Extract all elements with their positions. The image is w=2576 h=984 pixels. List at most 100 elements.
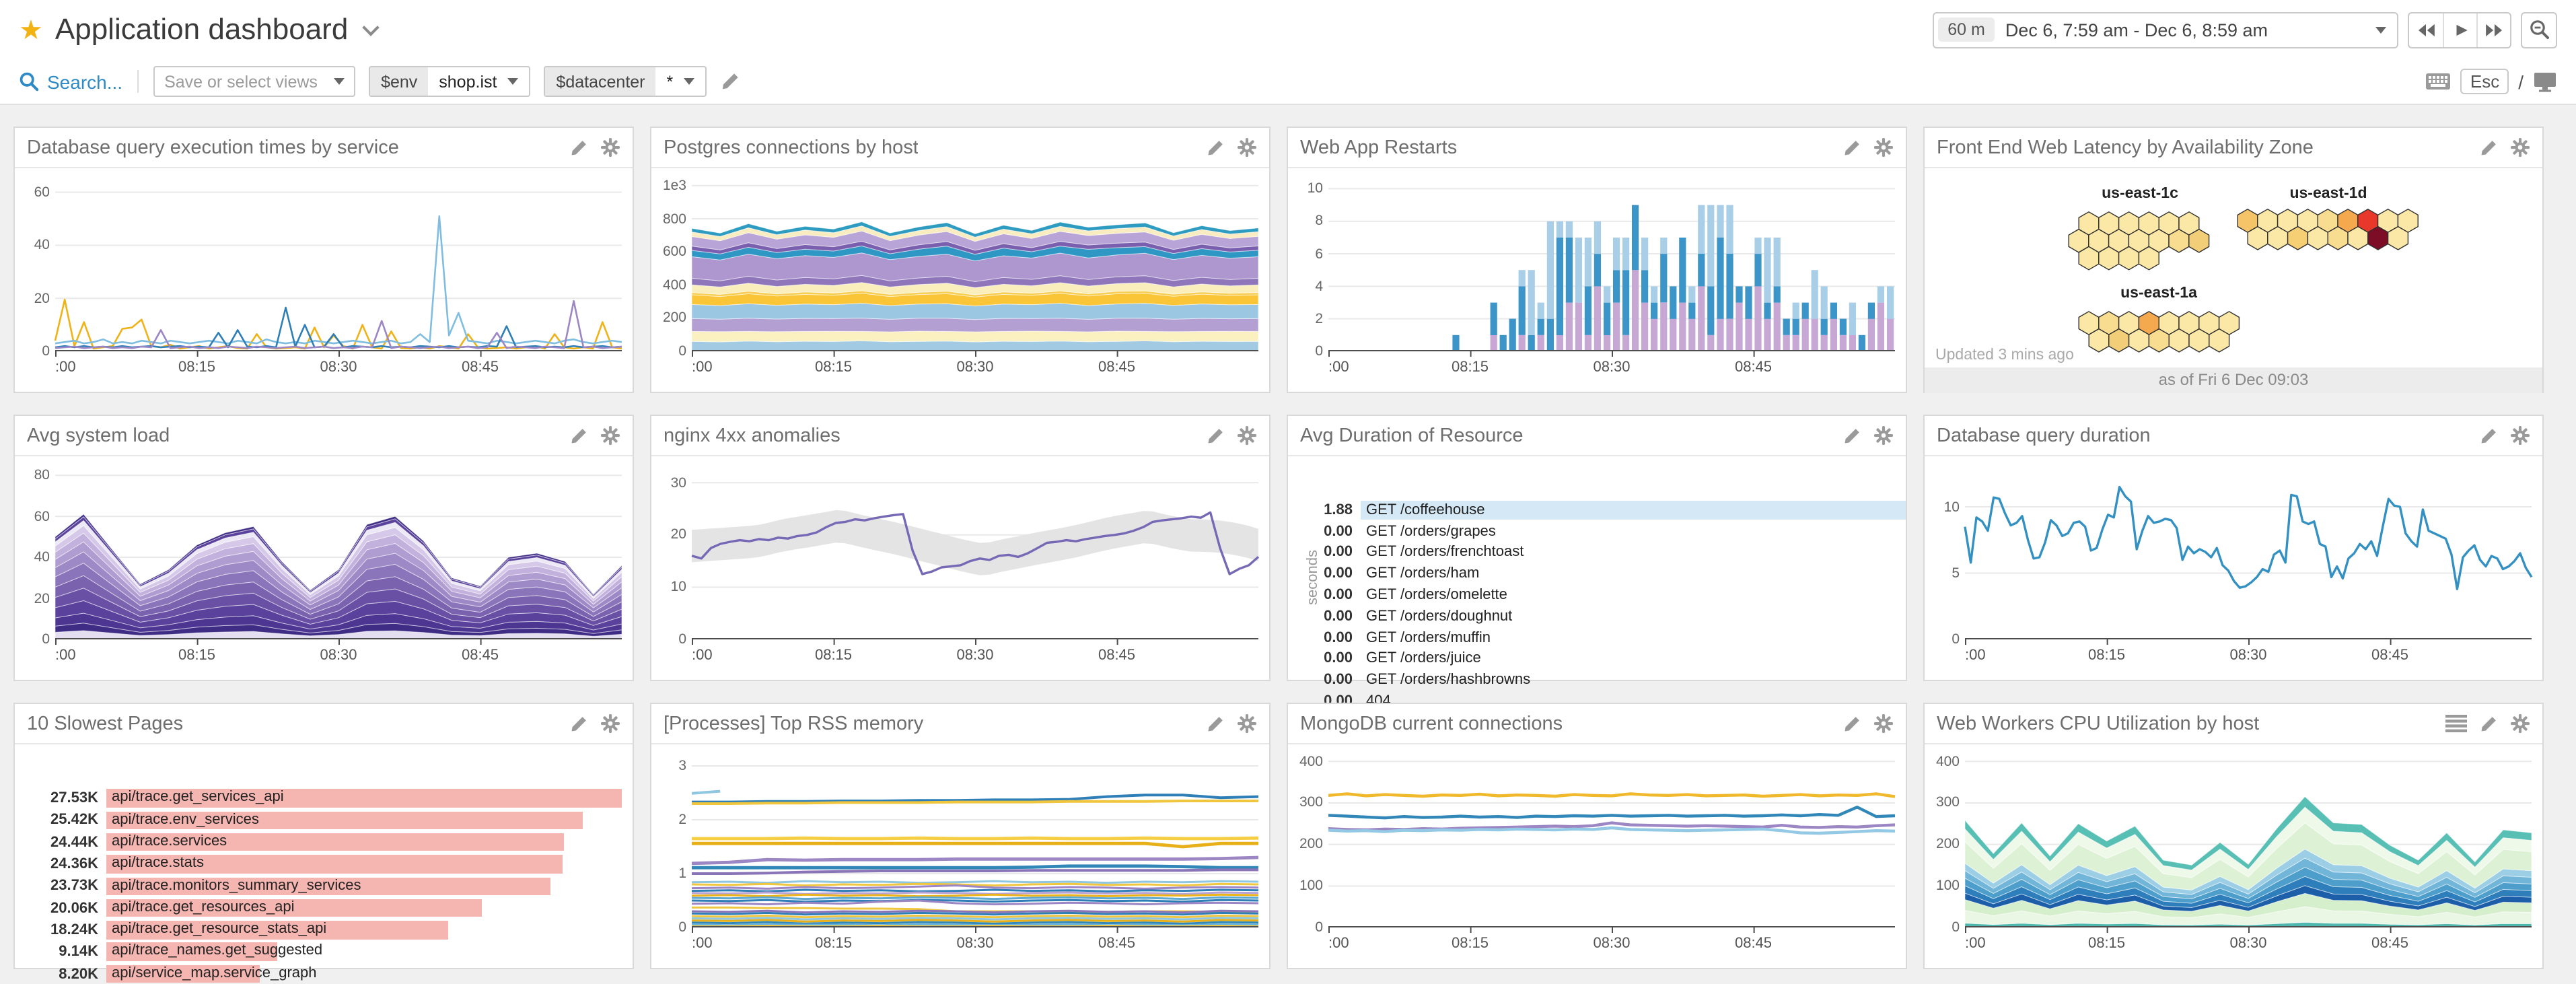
- list-item[interactable]: 0.00 GET /orders/grapes: [1288, 521, 1906, 542]
- list-item[interactable]: 24.44K api/trace.services: [15, 831, 633, 853]
- list-item[interactable]: 8.20K api/service_map.service_graph: [15, 963, 633, 984]
- chart-area[interactable]: 0 5 10 :00 08:15 08:30 08:45: [1925, 456, 2542, 681]
- zoom-out-button[interactable]: [2521, 11, 2557, 48]
- list-item[interactable]: 0.00 GET /orders/hashbrowns: [1288, 670, 1906, 691]
- env-variable-select[interactable]: $env shop.ist: [369, 66, 531, 97]
- horizontal-bar: [106, 877, 551, 896]
- chart-area[interactable]: 0 200 400 600 800 1e3 :00 08:15 08:30 08:45: [651, 168, 1269, 393]
- stacked-area-chart[interactable]: [1964, 755, 2532, 933]
- multi-line-chart[interactable]: [691, 755, 1259, 933]
- chart-area[interactable]: 0 20 40 60 :00 08:15 08:30 08:45: [15, 168, 633, 393]
- list-item[interactable]: 23.73K api/trace.monitors_summary_service…: [15, 875, 633, 897]
- multi-line-chart[interactable]: [1328, 755, 1896, 933]
- esc-shortcut-badge[interactable]: Esc: [2460, 69, 2509, 94]
- edit-pencil-icon[interactable]: [2479, 714, 2498, 733]
- list-item[interactable]: 0.00 GET /orders/muffin: [1288, 627, 1906, 649]
- search-icon[interactable]: [19, 71, 39, 92]
- x-tick-label: 08:15: [178, 359, 216, 376]
- toplist: 1.88 GET /coffeehouse 0.00 GET /orders/grap…: [1288, 499, 1906, 712]
- play-icon: [2456, 24, 2467, 36]
- list-item[interactable]: 27.53K api/trace.get_services_api: [15, 787, 633, 810]
- list-item[interactable]: 0.00 GET /orders/doughnut: [1288, 606, 1906, 627]
- chart-area[interactable]: 0 2 4 6 8 10 :00 08:15 08:30 08:45: [1288, 168, 1906, 393]
- chart-area[interactable]: 0 20 40 60 80 :00 08:15 08:30 08:45: [15, 456, 633, 681]
- list-item-label: api/trace.env_services: [112, 811, 259, 828]
- widget-avg-system-load: Avg system load 0 20 40 60 80 :00 08:15 08:30 0…: [13, 415, 634, 681]
- chevron-down-icon[interactable]: [361, 18, 380, 36]
- gear-icon[interactable]: [1237, 137, 1257, 157]
- gear-icon[interactable]: [2510, 425, 2530, 446]
- bar-chart[interactable]: [1328, 179, 1895, 357]
- list-item[interactable]: 0.00 GET /orders/ham: [1288, 563, 1906, 585]
- gear-icon[interactable]: [1873, 713, 1894, 734]
- list-item[interactable]: 0.00 GET /orders/frenchtoast: [1288, 542, 1906, 563]
- x-tick-label: 08:45: [1734, 936, 1773, 952]
- list-item[interactable]: 20.06K api/trace.get_resources_api: [15, 897, 633, 919]
- list-item[interactable]: 9.14K api/trace_names.get_suggested: [15, 941, 633, 963]
- line-chart[interactable]: [1964, 467, 2533, 645]
- anomaly-line-chart[interactable]: [691, 467, 1260, 645]
- edit-pencil-icon[interactable]: [1206, 138, 1225, 157]
- y-tick-label: 1e3: [662, 177, 686, 194]
- favorite-star-icon[interactable]: ★: [19, 15, 43, 45]
- gear-icon[interactable]: [600, 137, 620, 157]
- edit-pencil-icon[interactable]: [569, 714, 588, 733]
- edit-pencil-icon[interactable]: [1842, 714, 1861, 733]
- list-icon[interactable]: [2445, 715, 2467, 732]
- chart-area[interactable]: 0 10 20 30 :00 08:15 08:30 08:45: [651, 456, 1269, 681]
- edit-pencil-icon[interactable]: [2479, 426, 2498, 445]
- svg-text:us-east-1a: us-east-1a: [2120, 283, 2197, 301]
- gear-icon[interactable]: [2510, 713, 2530, 734]
- edit-pencil-icon[interactable]: [1206, 714, 1225, 733]
- time-forward-button[interactable]: [2476, 13, 2510, 46]
- x-tick-label: 08:30: [956, 936, 994, 952]
- gear-icon[interactable]: [1873, 137, 1894, 157]
- list-item[interactable]: 0.00 GET /orders/juice: [1288, 648, 1906, 670]
- y-tick-label: 10: [1307, 180, 1323, 197]
- gear-icon[interactable]: [600, 425, 620, 446]
- time-range-picker[interactable]: 60 m Dec 6, 7:59 am - Dec 6, 8:59 am: [1933, 11, 2398, 48]
- widget-title: Web Workers CPU Utilization by host: [1937, 713, 2260, 734]
- edit-pencil-icon[interactable]: [1206, 426, 1225, 445]
- views-select[interactable]: Save or select views: [153, 66, 356, 97]
- y-axis-labels: 0 1 2 3: [651, 744, 686, 969]
- search-input[interactable]: Search...: [47, 71, 123, 92]
- page-title[interactable]: Application dashboard: [55, 12, 349, 46]
- list-item[interactable]: 1.88 GET /coffeehouse: [1288, 499, 1906, 521]
- hexmap-area[interactable]: us-east-1c us-east-1d us-east-1a Updated 3…: [1925, 168, 2542, 393]
- line-chart[interactable]: [54, 179, 622, 357]
- edit-pencil-icon[interactable]: [569, 426, 588, 445]
- time-play-button[interactable]: [2443, 13, 2476, 46]
- monitor-icon[interactable]: [2533, 71, 2557, 92]
- widget-title: Avg system load: [27, 425, 170, 446]
- edit-pencil-icon[interactable]: [720, 71, 740, 92]
- gear-icon[interactable]: [1237, 425, 1257, 446]
- x-tick-label: :00: [1965, 647, 1986, 664]
- edit-pencil-icon[interactable]: [569, 138, 588, 157]
- stacked-area-chart[interactable]: [691, 179, 1259, 357]
- gear-icon[interactable]: [1873, 425, 1894, 446]
- edit-pencil-icon[interactable]: [2479, 138, 2498, 157]
- horizontal-bar: [106, 899, 482, 917]
- gear-icon[interactable]: [1237, 713, 1257, 734]
- datacenter-variable-select[interactable]: $datacenter *: [544, 66, 707, 97]
- host-hexmap[interactable]: us-east-1c us-east-1d us-east-1a: [1925, 168, 2545, 369]
- list-item[interactable]: 18.24K api/trace.get_resource_stats_api: [15, 919, 633, 942]
- gear-icon[interactable]: [600, 713, 620, 734]
- edit-pencil-icon[interactable]: [1842, 138, 1861, 157]
- chart-area[interactable]: 0 100 200 300 400 :00 08:15 08:30 08:45: [1925, 744, 2542, 969]
- stacked-area-chart[interactable]: [55, 467, 622, 645]
- edit-pencil-icon[interactable]: [1842, 426, 1861, 445]
- list-item[interactable]: 24.36K api/trace.stats: [15, 853, 633, 876]
- list-item-value: 1.88: [1324, 501, 1353, 518]
- chart-area[interactable]: 0 1 2 3 :00 08:15 08:30 08:45: [651, 744, 1269, 969]
- y-tick-label: 0: [42, 631, 50, 647]
- list-item[interactable]: 0.00 GET /orders/omelette: [1288, 584, 1906, 606]
- list-item[interactable]: 25.42K api/trace.env_services: [15, 810, 633, 832]
- time-back-button[interactable]: [2409, 13, 2443, 46]
- gear-icon[interactable]: [2510, 137, 2530, 157]
- datacenter-variable-label: $datacenter: [545, 67, 656, 96]
- y-tick-label: 100: [1299, 878, 1323, 894]
- chart-area[interactable]: 0 100 200 300 400 :00 08:15 08:30 08:45: [1288, 744, 1906, 969]
- y-tick-label: 0: [42, 343, 50, 359]
